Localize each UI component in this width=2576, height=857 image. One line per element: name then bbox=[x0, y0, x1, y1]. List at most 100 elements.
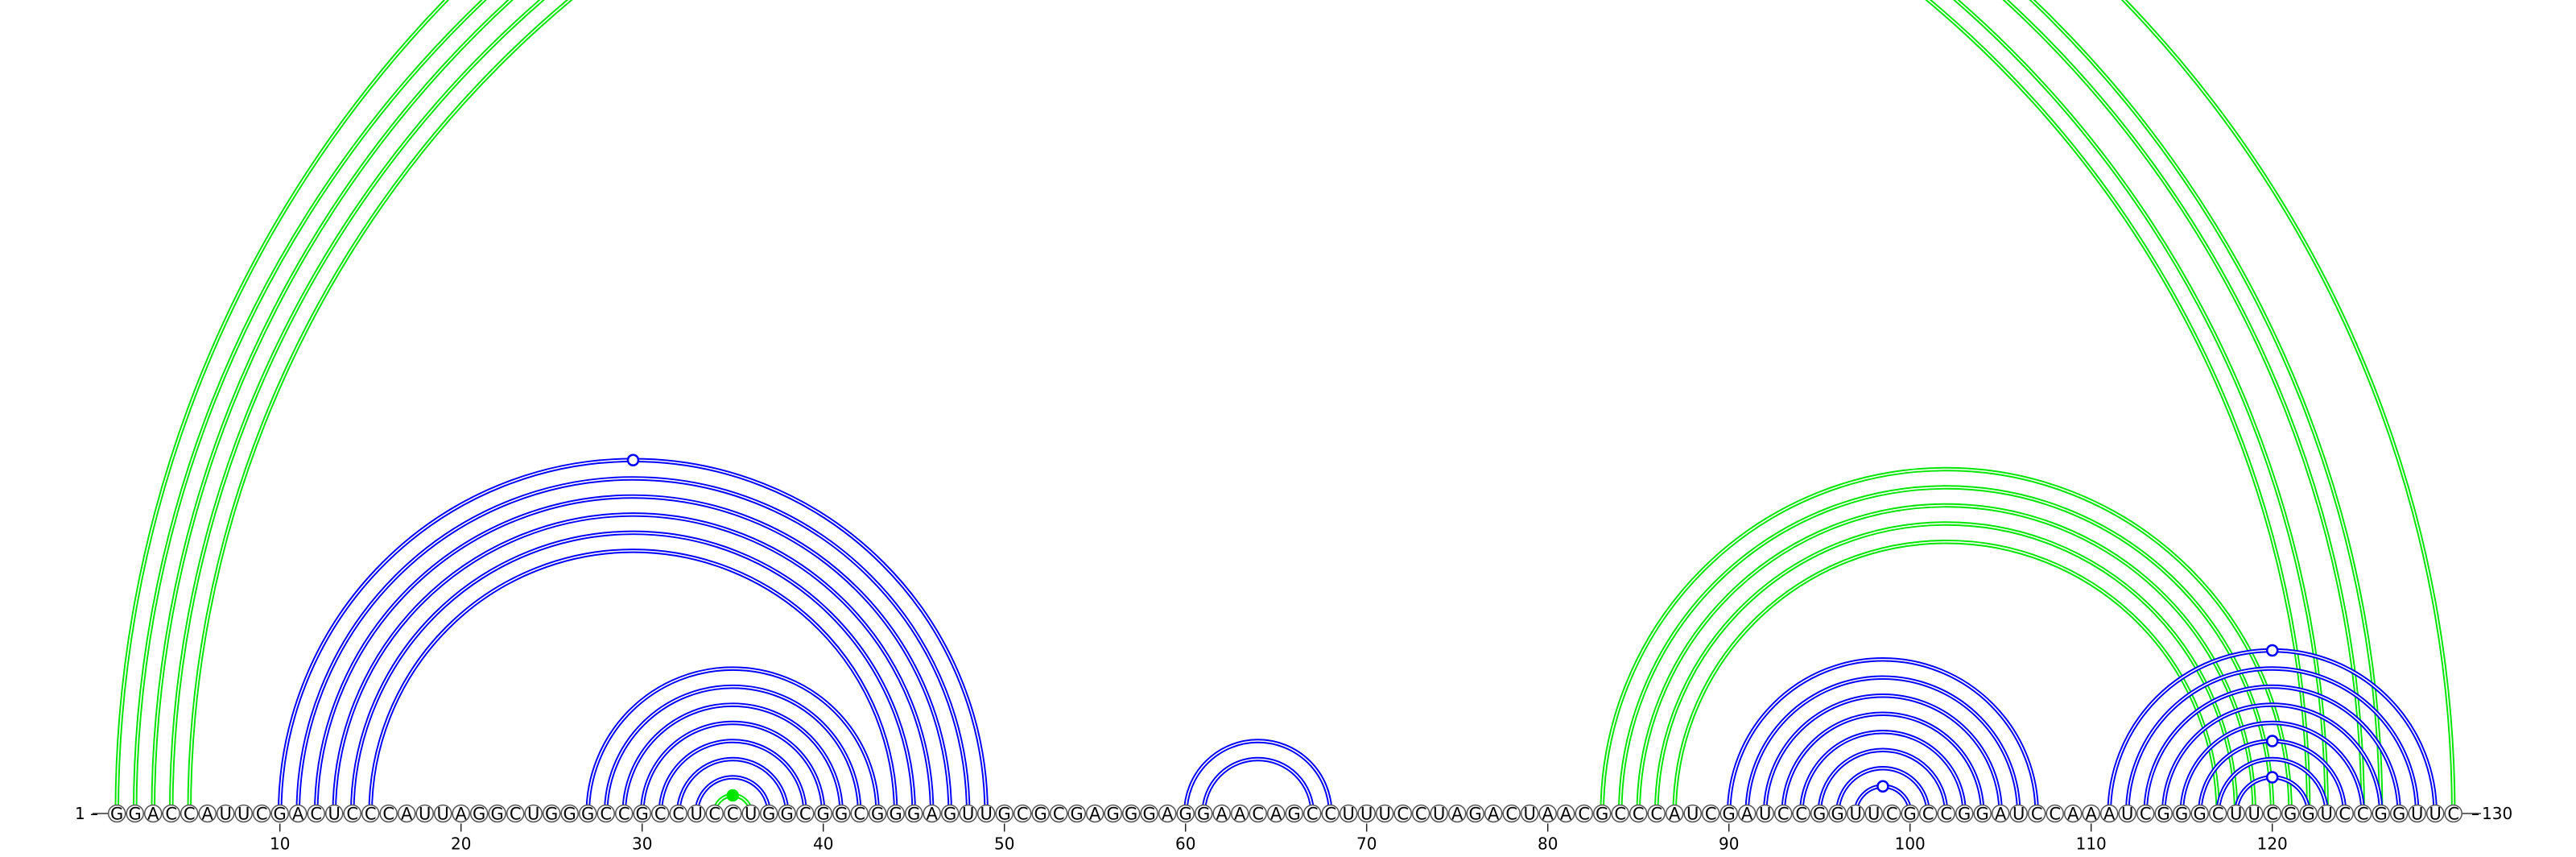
nucleotide-circle-46 bbox=[923, 804, 941, 823]
nucleotide-87: A bbox=[1669, 805, 1681, 824]
nucleotide-61: G bbox=[1197, 805, 1210, 824]
nucleotide-27: G bbox=[581, 805, 594, 824]
nucleotide-circle-69 bbox=[1339, 804, 1358, 823]
nucleotide-39: C bbox=[799, 805, 811, 824]
nucleotide-circle-7 bbox=[216, 804, 235, 823]
nucleotide-6: A bbox=[202, 805, 214, 824]
nucleotide-90: G bbox=[1723, 805, 1736, 824]
nucleotide-circle-84 bbox=[1611, 804, 1629, 823]
nucleotide-circle-93 bbox=[1773, 804, 1793, 823]
blue-arc-core-115-125 bbox=[2181, 722, 2363, 814]
blue-arc-core-114-126 bbox=[2162, 704, 2382, 814]
nucleotide-circle-2 bbox=[126, 804, 144, 823]
nucleotide-circle-49 bbox=[976, 804, 996, 823]
nucleotide-77: A bbox=[1488, 805, 1500, 824]
nucleotide-122: G bbox=[2302, 805, 2315, 824]
nucleotide-circle-19 bbox=[433, 804, 452, 823]
nucleotide-circle-90 bbox=[1719, 804, 1738, 823]
nucleotide-22: G bbox=[491, 805, 504, 824]
green-arc-core-2-126 bbox=[134, 0, 2382, 814]
nucleotide-89: C bbox=[1705, 805, 1717, 824]
nucleotide-circle-113 bbox=[2136, 804, 2155, 823]
nucleotide-73: C bbox=[1415, 805, 1427, 824]
nucleotide-43: G bbox=[871, 805, 884, 824]
tick-label-120: 120 bbox=[2257, 834, 2288, 854]
nucleotide-101: C bbox=[1922, 805, 1934, 824]
tick-label-60: 60 bbox=[1175, 834, 1195, 854]
nucleotide-41: G bbox=[835, 805, 848, 824]
nucleotide-circle-43 bbox=[868, 804, 887, 823]
nucleotide-59: A bbox=[1162, 805, 1174, 824]
tick-label-110: 110 bbox=[2076, 834, 2107, 854]
blue-arc-core-60-68 bbox=[1184, 740, 1331, 814]
nucleotide-16: C bbox=[382, 805, 394, 824]
nucleotide-69: U bbox=[1343, 805, 1355, 824]
nucleotide-82: C bbox=[1578, 805, 1590, 824]
nucleotide-circle-56 bbox=[1104, 804, 1122, 823]
nucleotide-46: A bbox=[927, 805, 939, 824]
nucleotide-120: C bbox=[2266, 805, 2278, 824]
nucleotide-circle-117 bbox=[2208, 804, 2227, 823]
nucleotide-circle-71 bbox=[1375, 804, 1394, 823]
nucleotide-circle-83 bbox=[1592, 804, 1612, 823]
start-dash: – bbox=[90, 804, 98, 823]
nucleotide-circle-104 bbox=[1973, 804, 1992, 823]
nucleotide-128: U bbox=[2411, 805, 2423, 824]
nucleotide-circle-124 bbox=[2335, 804, 2354, 823]
nucleotide-102: C bbox=[1940, 805, 1952, 824]
green-arc-86-118 bbox=[1653, 521, 2239, 814]
nucleotide-circle-67 bbox=[1302, 804, 1322, 823]
nucleotide-circle-39 bbox=[795, 804, 815, 823]
green-arc-core-1-130 bbox=[116, 0, 2454, 814]
nucleotide-circle-82 bbox=[1575, 804, 1593, 823]
nucleotide-104: G bbox=[1976, 805, 1989, 824]
nucleotide-53: C bbox=[1053, 805, 1065, 824]
nucleotide-42: C bbox=[853, 805, 865, 824]
nucleotide-44: G bbox=[890, 805, 902, 824]
axis-layer: 10 20 30 40 50 60 70 80 90 100 110 120 bbox=[270, 823, 2288, 854]
nucleotide-circle-18 bbox=[415, 804, 434, 823]
blue-arc-core-95-102 bbox=[1818, 749, 1947, 814]
nucleotide-circle-91 bbox=[1737, 804, 1757, 823]
nucleotide-circle-40 bbox=[814, 804, 832, 823]
nucleotide-35: C bbox=[727, 805, 739, 824]
green-arc-87-117 bbox=[1672, 539, 2220, 814]
blue-marker-111-129 bbox=[2265, 644, 2279, 657]
nucleotide-71: U bbox=[1379, 805, 1391, 824]
nucleotide-57: G bbox=[1125, 805, 1137, 824]
nucleotide-88: U bbox=[1686, 805, 1699, 824]
nucleotide-circle-54 bbox=[1067, 804, 1086, 823]
nucleotide-circle-13 bbox=[324, 804, 344, 823]
green-arc-core-5-122 bbox=[188, 0, 2310, 814]
blue-marker-118-122 bbox=[2265, 771, 2279, 784]
nucleotide-circle-111 bbox=[2099, 804, 2119, 823]
nucleotide-123: U bbox=[2321, 805, 2333, 824]
nucleotide-circle-100 bbox=[1901, 804, 1919, 823]
tick-label-80: 80 bbox=[1538, 834, 1558, 854]
nucleotide-68: C bbox=[1324, 805, 1336, 824]
nucleotide-circle-64 bbox=[1249, 804, 1267, 823]
nucleotide-circle-80 bbox=[1538, 804, 1557, 823]
end-label: 130 bbox=[2482, 804, 2512, 823]
nucleotide-circle-112 bbox=[2118, 804, 2136, 823]
nucleotide-circle-44 bbox=[886, 804, 905, 823]
nucleotide-3: A bbox=[147, 805, 159, 824]
blue-arc-60-68 bbox=[1183, 739, 1333, 814]
nucleotide-circle-25 bbox=[542, 804, 561, 823]
nucleotide-circle-116 bbox=[2190, 804, 2209, 823]
nucleotide-130: C bbox=[2447, 805, 2459, 824]
nucleotide-circle-21 bbox=[469, 804, 489, 823]
nucleotide-97: U bbox=[1850, 805, 1862, 824]
nucleotide-circle-119 bbox=[2244, 804, 2264, 823]
green-arc-2-126 bbox=[132, 0, 2384, 814]
nucleotide-circle-115 bbox=[2172, 804, 2191, 823]
nucleotide-56: G bbox=[1107, 805, 1120, 824]
nucleotide-86: C bbox=[1650, 805, 1662, 824]
nucleotide-74: U bbox=[1433, 805, 1445, 824]
nucleotide-circle-34 bbox=[705, 804, 724, 823]
nucleotide-9: C bbox=[256, 805, 268, 824]
tick-label-20: 20 bbox=[451, 834, 471, 854]
nucleotide-circle-74 bbox=[1430, 804, 1448, 823]
nucleotide-1: G bbox=[110, 805, 123, 824]
blue-arc-core-13-46 bbox=[333, 514, 933, 814]
